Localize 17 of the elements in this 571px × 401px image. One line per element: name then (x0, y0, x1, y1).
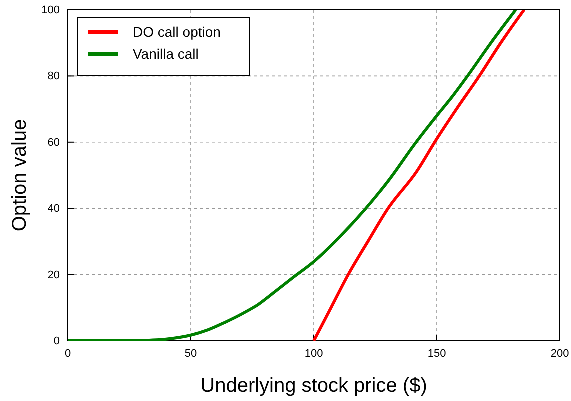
x-tick-label: 150 (428, 348, 446, 360)
x-tick-label: 200 (550, 348, 570, 360)
y-axis-title: Option value (9, 119, 31, 232)
x-tick-label: 50 (184, 348, 198, 360)
line-series (68, 10, 518, 341)
y-tick-label: 0 (54, 336, 60, 348)
x-tick-label: 100 (304, 348, 324, 360)
legend-label: Vanilla call (133, 46, 199, 62)
legend-label: DO call option (133, 24, 221, 40)
line-series (312, 10, 526, 341)
y-tick-label: 60 (48, 136, 60, 149)
x-tick-label: 0 (64, 348, 72, 360)
y-tick-label: 100 (42, 4, 60, 17)
y-tick-label: 40 (48, 203, 60, 216)
x-axis-title: Underlying stock price ($) (200, 375, 428, 397)
y-tick-label: 20 (48, 269, 60, 282)
y-tick-label: 80 (48, 70, 60, 83)
